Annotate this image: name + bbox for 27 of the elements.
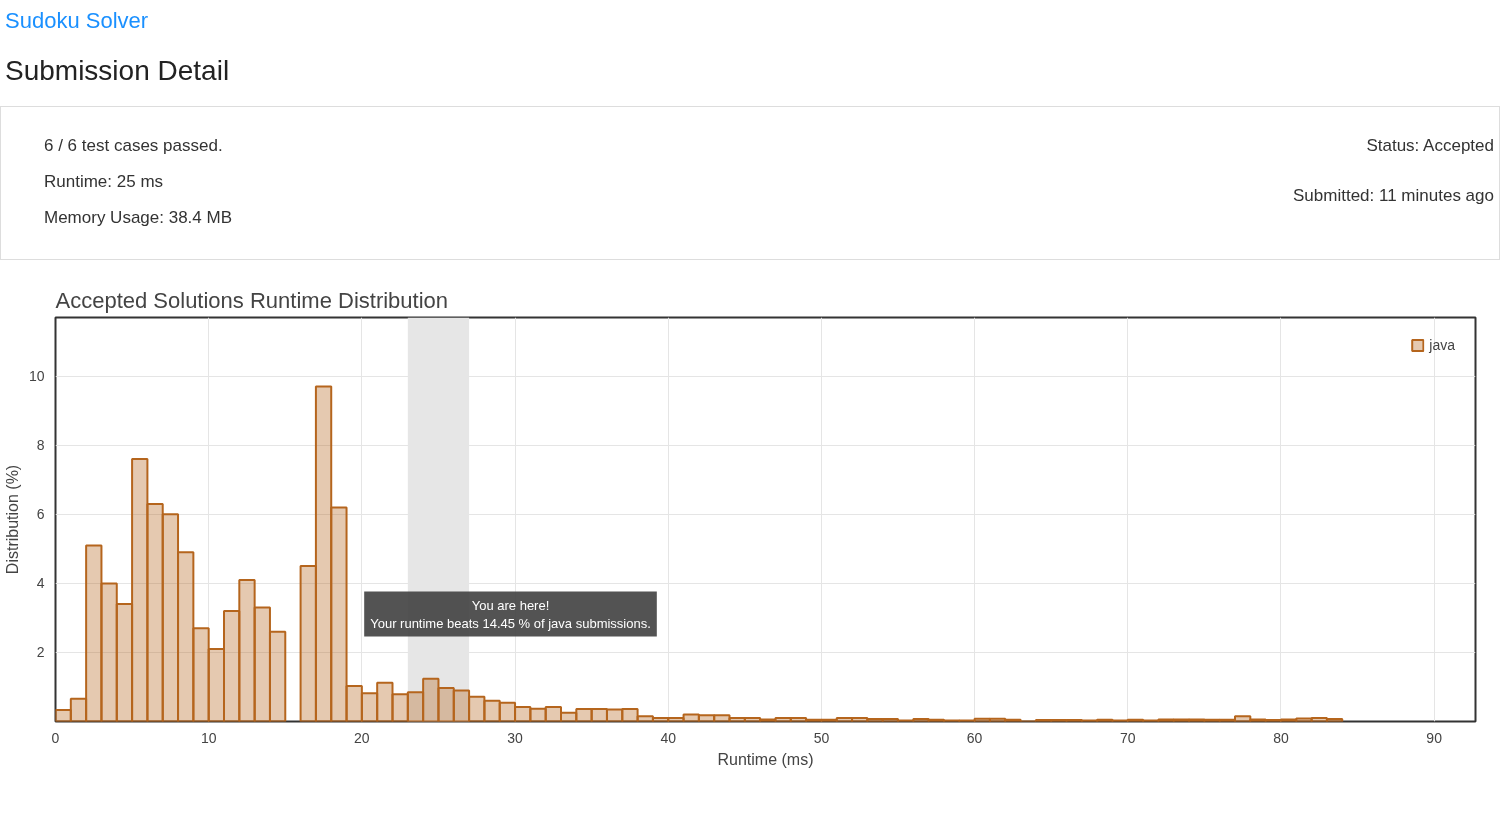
text: Runtime: 25 ms	[44, 171, 164, 193]
x-tick-label: 0	[51, 729, 60, 746]
text: 6 / 6 test cases passed.	[44, 135, 223, 157]
legend-label: java	[1429, 337, 1455, 353]
annotation: You are here! Your runtime beats 14.45 % of java submissions.	[370, 597, 651, 631]
y-tick-label: 4	[36, 575, 45, 592]
x-tick-label: 80	[1273, 729, 1289, 746]
text: Submission Detail	[5, 54, 230, 88]
y-tick-label: 6	[36, 506, 45, 523]
x-tick-label: 60	[966, 729, 983, 746]
x-axis-title: Runtime (ms)	[717, 750, 814, 768]
x-tick-label: 40	[660, 729, 677, 746]
x-tick-label: 70	[1119, 729, 1136, 746]
x-tick-label: 90	[1426, 729, 1443, 746]
x-tick-label: 20	[354, 729, 370, 746]
text: Submitted: 11 minutes ago	[1293, 185, 1494, 207]
text: Memory Usage: 38.4 MB	[44, 207, 233, 229]
y-axis-title: Distribution (%)	[3, 464, 21, 575]
chart-title: Accepted Solutions Runtime Distribution	[55, 287, 449, 313]
y-tick-label: 10	[28, 368, 45, 385]
x-tick-label: 30	[507, 729, 524, 746]
y-tick-label: 2	[36, 644, 45, 661]
y-tick-label: 8	[36, 437, 45, 454]
x-tick-label: 50	[813, 729, 830, 746]
text: Status: Accepted	[1366, 135, 1494, 157]
x-tick-label: 10	[200, 729, 217, 746]
text: Sudoku Solver	[5, 7, 149, 35]
